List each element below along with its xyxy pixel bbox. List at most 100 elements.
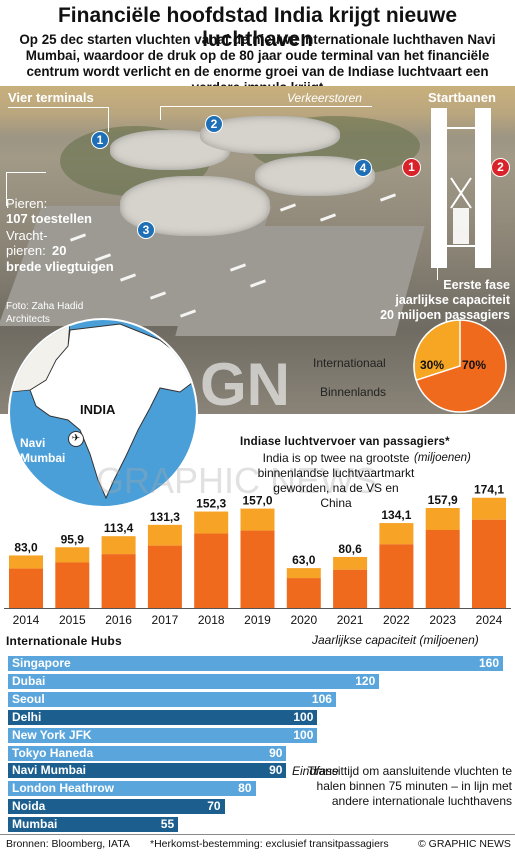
hub-value: 70 bbox=[207, 799, 221, 814]
bar-value-label: 113,4 bbox=[104, 521, 134, 535]
bar bbox=[194, 533, 229, 608]
hub-name: London Heathrow bbox=[12, 781, 114, 796]
photo-plane bbox=[379, 193, 397, 202]
x-tick-label: 2019 bbox=[244, 613, 271, 627]
bar bbox=[147, 545, 182, 608]
pie-international-label: Internationaal bbox=[313, 356, 386, 370]
hub-bar bbox=[8, 817, 179, 833]
bar bbox=[333, 569, 368, 608]
bar bbox=[9, 568, 43, 608]
india-map bbox=[8, 318, 198, 508]
footer-sources: Bronnen: Bloomberg, IATA bbox=[6, 838, 130, 850]
photo-credit: Foto: Zaha Hadid Architects bbox=[6, 300, 83, 326]
runway-number-1: 1 bbox=[402, 158, 421, 177]
terminal-number-2: 2 bbox=[205, 115, 223, 133]
bar-top bbox=[240, 508, 275, 531]
city-label-line-2: Mumbai bbox=[20, 451, 66, 465]
page-title: Financiële hoofdstad India krijgt nieuwe… bbox=[57, 4, 458, 51]
runway-diagram bbox=[425, 108, 495, 268]
hub-name: Tokyo Haneda bbox=[12, 745, 94, 760]
bar-top bbox=[333, 556, 368, 570]
cargo-value-text: brede vliegtuigen bbox=[6, 259, 114, 274]
bar-top bbox=[472, 497, 506, 520]
bar-top bbox=[55, 547, 90, 563]
bar-top bbox=[425, 507, 460, 530]
tower-leader bbox=[160, 106, 372, 107]
chart-note: India is op twee na grootste binnenlands… bbox=[257, 451, 415, 510]
bar bbox=[101, 554, 136, 608]
hub-value: 160 bbox=[478, 656, 499, 670]
x-tick-label: 2021 bbox=[337, 613, 364, 627]
bar-value-label: 95,9 bbox=[61, 532, 85, 546]
piers-leader bbox=[6, 172, 7, 206]
country-label: INDIA bbox=[80, 402, 116, 417]
bar bbox=[379, 544, 414, 608]
hub-value: 106 bbox=[311, 691, 332, 706]
terminal-number-4: 4 bbox=[354, 159, 372, 177]
piers-label: Pieren: bbox=[6, 196, 48, 211]
hub-name: Mumbai bbox=[12, 817, 58, 832]
hub-bar bbox=[8, 691, 336, 707]
bar-top bbox=[379, 523, 414, 545]
bar bbox=[55, 562, 90, 608]
hub-name: Dubai bbox=[12, 673, 46, 688]
bar bbox=[425, 529, 460, 608]
piers-value: 107 toestellen bbox=[6, 211, 92, 226]
bar-top bbox=[101, 536, 136, 555]
hub-bar bbox=[8, 781, 256, 797]
hub-value: 100 bbox=[293, 709, 314, 724]
hub-bar bbox=[8, 799, 225, 815]
photo-terminal bbox=[200, 116, 340, 154]
hub-value: 100 bbox=[293, 727, 314, 742]
x-tick-label: 2024 bbox=[476, 613, 503, 627]
hub-name: Navi Mumbai bbox=[12, 763, 87, 778]
tower-leader bbox=[160, 106, 161, 120]
transit-note: Transittijd om aansluitende vluchten te … bbox=[307, 764, 512, 808]
hubs-title: Internationale Hubs bbox=[6, 634, 122, 648]
cargo-label-1: Vracht- bbox=[6, 228, 48, 243]
footer-footnote: *Herkomst-bestemming: exclusief transitp… bbox=[150, 838, 389, 850]
phase-capacity-block: Eerste fase jaarlijkse capaciteit 20 mil… bbox=[360, 278, 510, 323]
bar-value-label: 63,0 bbox=[292, 553, 316, 567]
photo-plane bbox=[319, 213, 337, 222]
plane-icon: ✈ bbox=[68, 431, 84, 447]
city-label-line-1: Navi bbox=[20, 436, 46, 450]
x-tick-label: 2023 bbox=[429, 613, 456, 627]
hub-name: Delhi bbox=[12, 709, 42, 724]
runway-connectors bbox=[447, 127, 475, 247]
capacity-leader bbox=[437, 266, 438, 280]
x-tick-label: 2022 bbox=[383, 613, 410, 627]
tower-label: Verkeerstoren bbox=[287, 91, 362, 105]
x-tick-label: 2017 bbox=[152, 613, 179, 627]
x-tick-label: 2016 bbox=[105, 613, 132, 627]
hub-value: 90 bbox=[269, 763, 283, 778]
x-tick-label: 2015 bbox=[59, 613, 86, 627]
passenger-bar-chart: 83,0 2014 95,9 2015 113,4 2016 131,3 2017 152,3 2… bbox=[4, 483, 511, 627]
bar-value-label: 83,0 bbox=[14, 540, 38, 554]
chart-title: Indiase luchtvervoer van passagiers* bbox=[240, 436, 450, 448]
photo-credit-line-1: Foto: Zaha Hadid bbox=[6, 301, 84, 312]
runway-left bbox=[431, 108, 447, 268]
runway-number-2: 2 bbox=[491, 158, 510, 177]
cargo-value-num: 20 bbox=[52, 243, 67, 258]
footer-divider bbox=[0, 834, 515, 835]
photo-plane bbox=[279, 203, 297, 212]
hub-value: 80 bbox=[238, 781, 252, 796]
hub-bar bbox=[8, 709, 318, 725]
bar-top bbox=[194, 511, 229, 534]
pie-international-pct: 30% bbox=[420, 358, 445, 372]
bar-value-label: 134,1 bbox=[381, 508, 411, 522]
bar bbox=[472, 519, 506, 608]
runways-label: Startbanen bbox=[428, 90, 496, 105]
hub-value: 120 bbox=[355, 673, 376, 688]
hub-value: 55 bbox=[160, 817, 175, 832]
terminals-leader bbox=[8, 107, 108, 108]
bar-value-label: 80,6 bbox=[338, 542, 362, 556]
hub-name: Noida bbox=[12, 799, 46, 814]
runway-right bbox=[475, 108, 491, 268]
watermark-text: GRAPHIC NEWS bbox=[96, 460, 379, 501]
photo-credit-line-2: Architects bbox=[6, 314, 50, 325]
chart-unit: (miljoenen) bbox=[414, 452, 471, 464]
terminal-number-1: 1 bbox=[91, 131, 109, 149]
